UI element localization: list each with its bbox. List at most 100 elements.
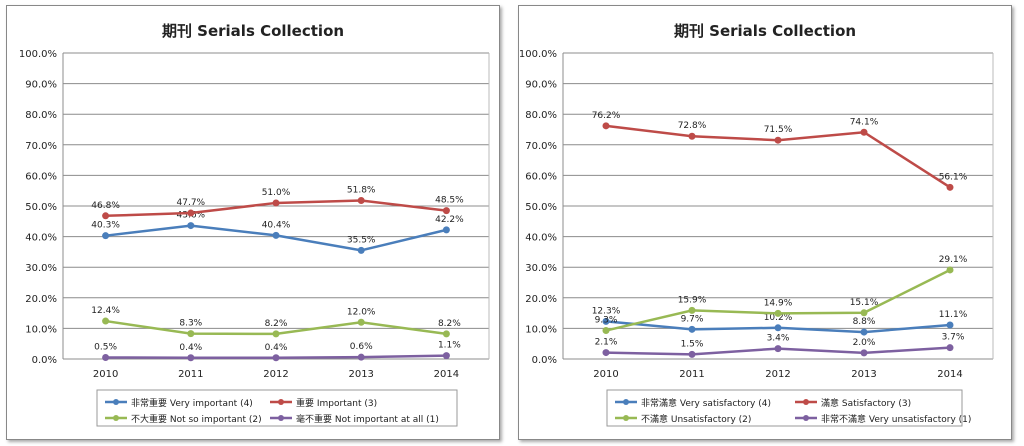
- data-label: 0.5%: [94, 342, 117, 352]
- legend-label: 滿意 Satisfactory (3): [821, 397, 911, 409]
- data-label: 35.5%: [347, 235, 376, 245]
- data-label: 72.8%: [678, 121, 707, 131]
- y-tick-label: 100.0%: [519, 49, 557, 60]
- data-label: 0.4%: [179, 343, 202, 353]
- data-label: 1.1%: [438, 341, 461, 351]
- legend-label: 重要 Important (3): [296, 397, 377, 409]
- chart-importance: 期刊 Serials Collection 0.0% 10.0% 20.0% 30.0%…: [6, 5, 500, 440]
- data-label: 2.0%: [853, 338, 876, 348]
- data-point: [272, 330, 280, 338]
- x-tick-label: 2011: [679, 369, 704, 380]
- data-label: 42.2%: [435, 215, 464, 225]
- data-label: 0.6%: [350, 342, 373, 352]
- data-point: [688, 132, 696, 140]
- legend-label: 不滿意 Unsatisfactory (2): [641, 413, 751, 425]
- data-point: [946, 321, 954, 329]
- y-tick-label: 100.0%: [19, 49, 57, 60]
- data-label: 3.7%: [942, 333, 965, 343]
- y-tick-label: 60.0%: [25, 171, 57, 182]
- data-label: 1.5%: [681, 339, 704, 349]
- data-label: 0.4%: [265, 343, 288, 353]
- data-label: 9.3%: [595, 316, 618, 326]
- data-point: [860, 349, 868, 357]
- data-point: [688, 306, 696, 314]
- data-point: [774, 345, 782, 353]
- data-point: [602, 122, 610, 130]
- data-label: 48.5%: [435, 196, 464, 206]
- legend-label: 毫不重要 Not important at all (1): [296, 413, 439, 425]
- y-tick-label: 80.0%: [525, 110, 557, 121]
- x-tick-label: 2014: [937, 369, 962, 380]
- data-point: [357, 196, 365, 204]
- data-point: [602, 317, 610, 325]
- x-tick-label: 2012: [765, 369, 790, 380]
- y-tick-label: 70.0%: [525, 141, 557, 152]
- data-label: 40.4%: [262, 220, 291, 230]
- chart-satisfaction: 期刊 Serials Collection 0.0% 10.0% 20.0% 30.0%…: [518, 5, 1012, 440]
- data-label: 15.9%: [678, 295, 707, 305]
- legend-marker: [113, 415, 119, 421]
- legend-marker: [623, 415, 629, 421]
- data-point: [442, 352, 450, 360]
- legend: [96, 389, 458, 427]
- data-label: 8.2%: [438, 319, 461, 329]
- data-point: [442, 207, 450, 215]
- chart-svg: 期刊 Serials Collection 0.0% 10.0% 20.0% 30.0%…: [19, 22, 490, 427]
- x-tick-label: 2010: [593, 369, 618, 380]
- y-tick-label: 20.0%: [25, 294, 57, 305]
- y-tick-label: 20.0%: [525, 294, 557, 305]
- data-point: [442, 330, 450, 338]
- data-label: 47.7%: [177, 198, 206, 208]
- legend-label: 非常不滿意 Very unsatisfactory (1): [821, 413, 971, 425]
- data-point: [860, 328, 868, 336]
- data-point: [774, 324, 782, 332]
- data-point: [774, 136, 782, 144]
- y-tick-label: 0.0%: [32, 355, 57, 366]
- data-point: [187, 354, 195, 362]
- y-tick-label: 40.0%: [525, 233, 557, 244]
- y-tick-label: 40.0%: [25, 233, 57, 244]
- legend-marker: [803, 399, 809, 405]
- data-point: [946, 266, 954, 274]
- y-tick-label: 90.0%: [525, 80, 557, 91]
- data-label: 46.8%: [91, 201, 120, 211]
- y-tick-label: 90.0%: [25, 80, 57, 91]
- data-label: 76.2%: [592, 111, 621, 121]
- chart-svg: 期刊 Serials Collection 0.0% 10.0% 20.0% 30.0%…: [519, 22, 994, 427]
- y-tick-label: 50.0%: [525, 202, 557, 213]
- y-tick-label: 30.0%: [525, 263, 557, 274]
- x-tick-label: 2013: [348, 369, 373, 380]
- x-tick-label: 2011: [178, 369, 203, 380]
- y-tick-label: 80.0%: [25, 110, 57, 121]
- data-point: [860, 309, 868, 317]
- data-point: [272, 199, 280, 207]
- data-label: 2.1%: [595, 338, 618, 348]
- x-tick-label: 2012: [263, 369, 288, 380]
- data-label: 11.1%: [939, 310, 968, 320]
- legend: [606, 389, 963, 427]
- data-label: 71.5%: [764, 125, 793, 135]
- y-tick-label: 10.0%: [25, 324, 57, 335]
- legend-marker: [278, 399, 284, 405]
- y-tick-label: 50.0%: [25, 202, 57, 213]
- data-point: [357, 318, 365, 326]
- data-label: 40.3%: [91, 221, 120, 231]
- data-point: [102, 353, 110, 361]
- data-point: [688, 325, 696, 333]
- legend-label: 非常滿意 Very satisfactory (4): [641, 397, 771, 409]
- data-point: [357, 353, 365, 361]
- data-label: 74.1%: [850, 117, 879, 127]
- data-label: 51.8%: [347, 185, 376, 195]
- data-label: 14.9%: [764, 298, 793, 308]
- data-label: 8.2%: [265, 319, 288, 329]
- x-tick-label: 2010: [93, 369, 118, 380]
- data-label: 15.1%: [850, 298, 879, 308]
- data-label: 56.1%: [939, 172, 968, 182]
- data-point: [272, 354, 280, 362]
- y-tick-label: 10.0%: [525, 324, 557, 335]
- data-point: [774, 309, 782, 317]
- y-tick-label: 30.0%: [25, 263, 57, 274]
- data-point: [442, 226, 450, 234]
- data-label: 8.8%: [853, 317, 876, 327]
- data-label: 9.7%: [681, 314, 704, 324]
